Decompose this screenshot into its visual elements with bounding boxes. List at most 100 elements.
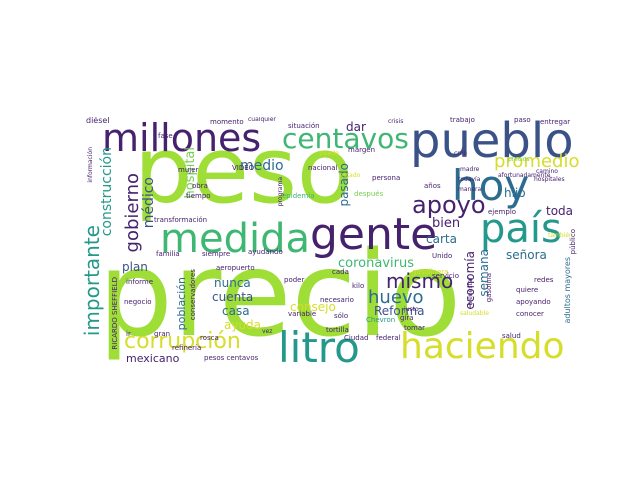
word-senora: señora bbox=[506, 248, 547, 262]
word-unido: Unido bbox=[432, 252, 453, 260]
word-siempre: siempre bbox=[202, 250, 231, 258]
word-necesario: necesario bbox=[320, 296, 354, 304]
word-nacional: nacional bbox=[308, 164, 338, 172]
word-rosca: rosca bbox=[200, 334, 219, 342]
word-plan: plan bbox=[122, 260, 148, 274]
word-ayudando: ayudando bbox=[248, 248, 283, 256]
word-pais: país bbox=[480, 206, 562, 252]
word-apoyo: apoyo bbox=[412, 191, 486, 219]
word-situacion: situación bbox=[288, 122, 320, 130]
word-quiere: quiere bbox=[516, 286, 539, 294]
word-millones: millones bbox=[102, 117, 262, 160]
word-persona: persona bbox=[372, 174, 401, 182]
word-pesos-centavos: pesos centavos bbox=[204, 354, 259, 362]
word-cuenta: cuenta bbox=[212, 290, 254, 304]
word-transformacion: transformación bbox=[154, 216, 208, 224]
word-obra: obra bbox=[192, 182, 208, 190]
word-gente: gente bbox=[310, 209, 438, 260]
word-margen: margen bbox=[348, 146, 376, 154]
word-afortunadamente: afortunadamente bbox=[498, 172, 551, 179]
word-conservadores: conservadores bbox=[189, 269, 197, 321]
word-mismo: mismo bbox=[386, 269, 454, 293]
word-crisis: crisis bbox=[388, 118, 404, 125]
word-precio: precio bbox=[98, 225, 462, 363]
word-peso: peso bbox=[134, 117, 354, 224]
word-precios: precios bbox=[508, 156, 530, 163]
word-mexicano: mexicano bbox=[126, 352, 180, 365]
word-dar: dar bbox=[346, 120, 366, 134]
word-gran: gran bbox=[154, 330, 171, 338]
word-programa: programa bbox=[277, 177, 284, 207]
word-bien: bien bbox=[432, 216, 461, 231]
word-tomar: tomar bbox=[404, 324, 426, 332]
word-estado: estado bbox=[340, 172, 361, 179]
word-coronavirus: coronavirus bbox=[338, 256, 414, 271]
word-centavos: centavos bbox=[282, 122, 409, 155]
word-huevo: huevo bbox=[368, 287, 424, 308]
word-ir: ir bbox=[126, 330, 131, 338]
word-litro: litro bbox=[278, 323, 360, 368]
word-video: VIDEO bbox=[232, 164, 255, 172]
word-pueblo: pueblo bbox=[410, 117, 574, 169]
word-ayuda: ayuda bbox=[224, 318, 262, 332]
word-gasolinera: gasolinera bbox=[412, 268, 449, 276]
word-camino: camino bbox=[536, 168, 558, 175]
word-tambien: también bbox=[548, 232, 573, 239]
word-hijo: hijo bbox=[504, 186, 526, 200]
word-solo: sólo bbox=[334, 312, 349, 320]
word-gobierno: gobierno bbox=[122, 173, 143, 253]
word-negocio: negocio bbox=[124, 298, 152, 306]
word-fase: fase bbox=[158, 132, 173, 140]
word-familia: familia bbox=[156, 250, 180, 258]
word-puede: puede bbox=[320, 150, 339, 157]
word-carta: carta bbox=[426, 232, 457, 246]
word-promedio: promedio bbox=[494, 151, 580, 172]
word-casa: casa bbox=[222, 304, 250, 318]
word-nunca: nunca bbox=[214, 276, 251, 290]
word-poblacion: población bbox=[175, 277, 188, 331]
word-cada: cada bbox=[332, 268, 349, 276]
word-kilo: kilo bbox=[352, 282, 365, 290]
word-mujer: mujer bbox=[178, 166, 199, 174]
word-medio: medio bbox=[240, 158, 284, 174]
word-ricardo: RICARDO SHEFFIELD bbox=[111, 277, 119, 350]
word-reforma: Reforma bbox=[374, 304, 425, 318]
word-gasolina: gasolina bbox=[485, 273, 493, 303]
word-momento: momento bbox=[210, 118, 244, 126]
word-salud: salud bbox=[502, 332, 521, 340]
word-federal: federal bbox=[376, 334, 401, 342]
word-ciudad: Ciudad bbox=[344, 334, 369, 342]
word-informacion: información bbox=[87, 147, 94, 183]
word-entregar: entregar bbox=[540, 118, 571, 126]
word-corrupcion: corrupción bbox=[124, 329, 241, 354]
word-consejo: consejo bbox=[290, 300, 336, 314]
word-aeropuerto: aeropuerto bbox=[216, 264, 255, 272]
word-apoyando: apoyando bbox=[516, 298, 551, 306]
word-gira: gira bbox=[400, 314, 414, 322]
word-trabajo: trabajo bbox=[450, 117, 475, 124]
word-todavia: todavía bbox=[458, 176, 481, 183]
word-medida: medida bbox=[160, 216, 310, 262]
word-redes: redes bbox=[534, 276, 554, 284]
word-importante: importante bbox=[82, 225, 104, 337]
word-tortilla: tortilla bbox=[326, 326, 349, 334]
word-bienestar: bienestar bbox=[467, 277, 474, 306]
word-vez: vez bbox=[262, 328, 273, 335]
word-cloud: peso precio millones pueblo hoy centavos… bbox=[82, 117, 582, 367]
word-toda: toda bbox=[546, 204, 574, 218]
word-creo: creo bbox=[454, 150, 467, 157]
word-ejemplo: ejemplo bbox=[488, 208, 517, 216]
word-epidemia: epidemia bbox=[282, 192, 315, 200]
word-anos: años bbox=[424, 182, 441, 190]
word-justo: justo bbox=[404, 306, 419, 313]
word-refineria: refinería bbox=[172, 344, 202, 352]
word-manera: manera bbox=[458, 186, 482, 193]
word-haciendo: haciendo bbox=[400, 326, 565, 367]
word-madre: madre bbox=[460, 166, 480, 173]
word-tiempo: tiempo bbox=[186, 192, 211, 200]
word-despues: después bbox=[354, 190, 384, 198]
word-diesel: diésel bbox=[86, 117, 110, 125]
word-variable: variable bbox=[288, 310, 317, 318]
word-hoy: hoy bbox=[452, 161, 530, 210]
word-saludable: saludable bbox=[460, 310, 489, 317]
